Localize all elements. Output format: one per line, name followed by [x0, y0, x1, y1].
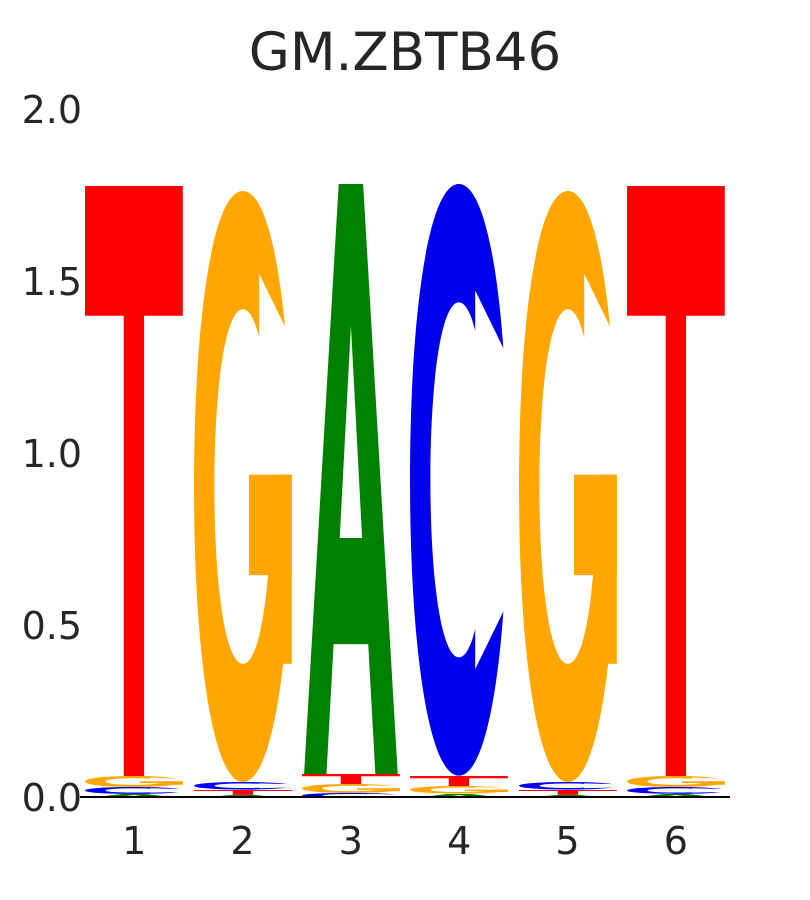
- logo-letter-g: [408, 786, 511, 794]
- logo-letter-t: [408, 776, 510, 787]
- x-axis-tick-label: 1: [122, 819, 147, 863]
- logo-letter-t: [300, 773, 402, 785]
- logo-letter-g: [625, 776, 727, 787]
- x-axis-tick-label: 3: [338, 819, 363, 863]
- logo-stack: [80, 110, 188, 798]
- logo-stack: [297, 110, 405, 798]
- x-axis-tick-label: 4: [447, 819, 472, 863]
- logo-stack: [405, 110, 513, 798]
- y-axis-tick-label: 0.0: [21, 776, 82, 820]
- x-axis-tick-label: 6: [663, 819, 688, 863]
- page-title: GM.ZBTB46: [248, 22, 562, 83]
- logo-letter-c: [625, 787, 727, 794]
- logo-letter-c: [192, 782, 294, 790]
- logo-stack: [188, 110, 296, 798]
- x-axis-tick-label: 5: [555, 819, 580, 863]
- logo-letter-t: [517, 789, 619, 795]
- logo-letter-g: [517, 191, 619, 783]
- y-axis-tick-label: 1.5: [21, 260, 82, 304]
- logo-letter-t: [192, 789, 294, 795]
- logo-letter-c: [83, 787, 186, 794]
- logo-letter-g: [300, 784, 402, 794]
- logo-letter-c: [517, 782, 619, 790]
- logo-letter-g: [83, 776, 186, 787]
- y-axis-tick-label: 1.0: [21, 432, 82, 476]
- logo-stack: [513, 110, 621, 798]
- logo-letter-t: [625, 186, 727, 776]
- axis-baseline: [80, 796, 730, 798]
- logo-letter-g: [192, 191, 294, 783]
- logo-stack: [622, 110, 730, 798]
- y-axis-tick-label: 2.0: [21, 88, 82, 132]
- logo-plot-area: [80, 110, 730, 798]
- y-axis-tick-label: 0.5: [21, 604, 82, 648]
- logo-letter-t: [83, 186, 185, 776]
- logo-letter-c: [408, 184, 511, 776]
- logo-letter-a: [300, 183, 402, 774]
- x-axis-tick-label: 2: [230, 819, 255, 863]
